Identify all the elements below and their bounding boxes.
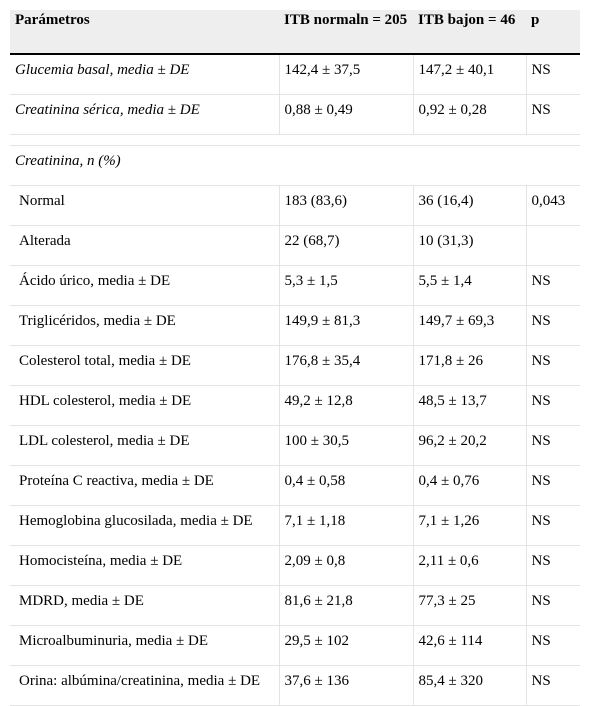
p-value: NS (526, 305, 580, 346)
table-row: Ácido úrico, media ± DE 5,3 ± 1,5 5,5 ± 1,… (10, 265, 580, 306)
itb-bajo-value: 0,4 ± 0,76 (413, 465, 527, 506)
p-value: NS (526, 545, 580, 586)
itb-bajo-value: 5,5 ± 1,4 (413, 265, 527, 306)
p-value: NS (526, 505, 580, 546)
itb-bajo-value: 36 (16,4) (413, 185, 527, 226)
table-row: MDRD, media ± DE 81,6 ± 21,8 77,3 ± 25 NS (10, 585, 580, 626)
row-label: Glucemia basal, media ± DE (10, 54, 280, 95)
row-label: Homocisteína, media ± DE (10, 545, 280, 586)
row-label: Orina: albúmina/creatinina, media ± DE (10, 665, 280, 706)
row-label: Alterada (10, 225, 280, 266)
row-label: LDL colesterol, media ± DE (10, 425, 280, 466)
itb-bajo-value: 48,5 ± 13,7 (413, 385, 527, 426)
itb-normal-value: 149,9 ± 81,3 (279, 305, 414, 346)
itb-bajo-value: 85,4 ± 320 (413, 665, 527, 706)
itb-normal-value: 100 ± 30,5 (279, 425, 414, 466)
itb-bajo-value: 149,7 ± 69,3 (413, 305, 527, 346)
group-label: Creatinina, n (%) (10, 145, 580, 186)
itb-normal-value: 2,09 ± 0,8 (279, 545, 414, 586)
p-value: NS (526, 54, 580, 95)
parameters-table: Parámetros ITB normaln = 205 ITB bajon =… (10, 10, 580, 706)
itb-bajo-value: 2,11 ± 0,6 (413, 545, 527, 586)
itb-normal-value: 81,6 ± 21,8 (279, 585, 414, 626)
itb-bajo-value: 7,1 ± 1,26 (413, 505, 527, 546)
table-row: Alterada 22 (68,7) 10 (31,3) (10, 225, 580, 266)
header-row: Parámetros ITB normaln = 205 ITB bajon =… (10, 10, 580, 55)
row-label: Microalbuminuria, media ± DE (10, 625, 280, 666)
p-value: NS (526, 385, 580, 426)
p-value: NS (526, 425, 580, 466)
p-value: 0,043 (526, 185, 580, 226)
row-label: Proteína C reactiva, media ± DE (10, 465, 280, 506)
table-row: LDL colesterol, media ± DE 100 ± 30,5 96,2… (10, 425, 580, 466)
table-header: Parámetros ITB normaln = 205 ITB bajon =… (10, 10, 580, 55)
header-p: p (526, 10, 580, 55)
table-row: HDL colesterol, media ± DE 49,2 ± 12,8 48,… (10, 385, 580, 426)
row-label: Hemoglobina glucosilada, media ± DE (10, 505, 280, 546)
table-row: Microalbuminuria, media ± DE 29,5 ± 102 42… (10, 625, 580, 666)
itb-normal-value: 22 (68,7) (279, 225, 414, 266)
spacer-row (10, 134, 580, 146)
itb-normal-value: 183 (83,6) (279, 185, 414, 226)
itb-bajo-value: 0,92 ± 0,28 (413, 94, 527, 135)
table-row: Homocisteína, media ± DE 2,09 ± 0,8 2,11 ±… (10, 545, 580, 586)
p-value: NS (526, 665, 580, 706)
itb-normal-value: 142,4 ± 37,5 (279, 54, 414, 95)
itb-bajo-value: 171,8 ± 26 (413, 345, 527, 386)
row-label: Normal (10, 185, 280, 226)
table-row: Glucemia basal, media ± DE 142,4 ± 37,5 … (10, 54, 580, 95)
p-value: NS (526, 625, 580, 666)
row-label: HDL colesterol, media ± DE (10, 385, 280, 426)
table-row: Proteína C reactiva, media ± DE 0,4 ± 0,5… (10, 465, 580, 506)
p-value (526, 225, 580, 266)
table-body: Glucemia basal, media ± DE 142,4 ± 37,5 … (10, 54, 580, 186)
itb-normal-value: 37,6 ± 136 (279, 665, 414, 706)
table-row: Colesterol total, media ± DE 176,8 ± 35,4… (10, 345, 580, 386)
row-label: MDRD, media ± DE (10, 585, 280, 626)
row-label: Triglicéridos, media ± DE (10, 305, 280, 346)
itb-normal-value: 176,8 ± 35,4 (279, 345, 414, 386)
itb-normal-value: 0,88 ± 0,49 (279, 94, 414, 135)
table-row: Hemoglobina glucosilada, media ± DE 7,1 ±… (10, 505, 580, 546)
row-label: Creatinina sérica, media ± DE (10, 94, 280, 135)
itb-normal-value: 5,3 ± 1,5 (279, 265, 414, 306)
itb-bajo-value: 42,6 ± 114 (413, 625, 527, 666)
header-parametros: Parámetros (10, 10, 279, 55)
row-label: Ácido úrico, media ± DE (10, 265, 280, 306)
itb-bajo-value: 147,2 ± 40,1 (413, 54, 527, 95)
header-itb-bajo: ITB bajon = 46 (413, 10, 526, 55)
row-label: Colesterol total, media ± DE (10, 345, 280, 386)
table-row: Normal 183 (83,6) 36 (16,4) 0,043 (10, 185, 580, 226)
p-value: NS (526, 585, 580, 626)
table-body-rows: Normal 183 (83,6) 36 (16,4) 0,043 Alterada 22… (10, 185, 580, 706)
p-value: NS (526, 265, 580, 306)
p-value: NS (526, 345, 580, 386)
p-value: NS (526, 465, 580, 506)
itb-normal-value: 7,1 ± 1,18 (279, 505, 414, 546)
itb-normal-value: 29,5 ± 102 (279, 625, 414, 666)
p-value: NS (526, 94, 580, 135)
itb-bajo-value: 10 (31,3) (413, 225, 527, 266)
table-row: Orina: albúmina/creatinina, media ± DE 37… (10, 665, 580, 706)
table-row: Creatinina sérica, media ± DE 0,88 ± 0,4… (10, 94, 580, 135)
itb-normal-value: 0,4 ± 0,58 (279, 465, 414, 506)
itb-bajo-value: 77,3 ± 25 (413, 585, 527, 626)
itb-normal-value: 49,2 ± 12,8 (279, 385, 414, 426)
table-row: Triglicéridos, media ± DE 149,9 ± 81,3 149… (10, 305, 580, 346)
itb-bajo-value: 96,2 ± 20,2 (413, 425, 527, 466)
group-row: Creatinina, n (%) (10, 145, 580, 186)
header-itb-normal: ITB normaln = 205 (279, 10, 413, 55)
